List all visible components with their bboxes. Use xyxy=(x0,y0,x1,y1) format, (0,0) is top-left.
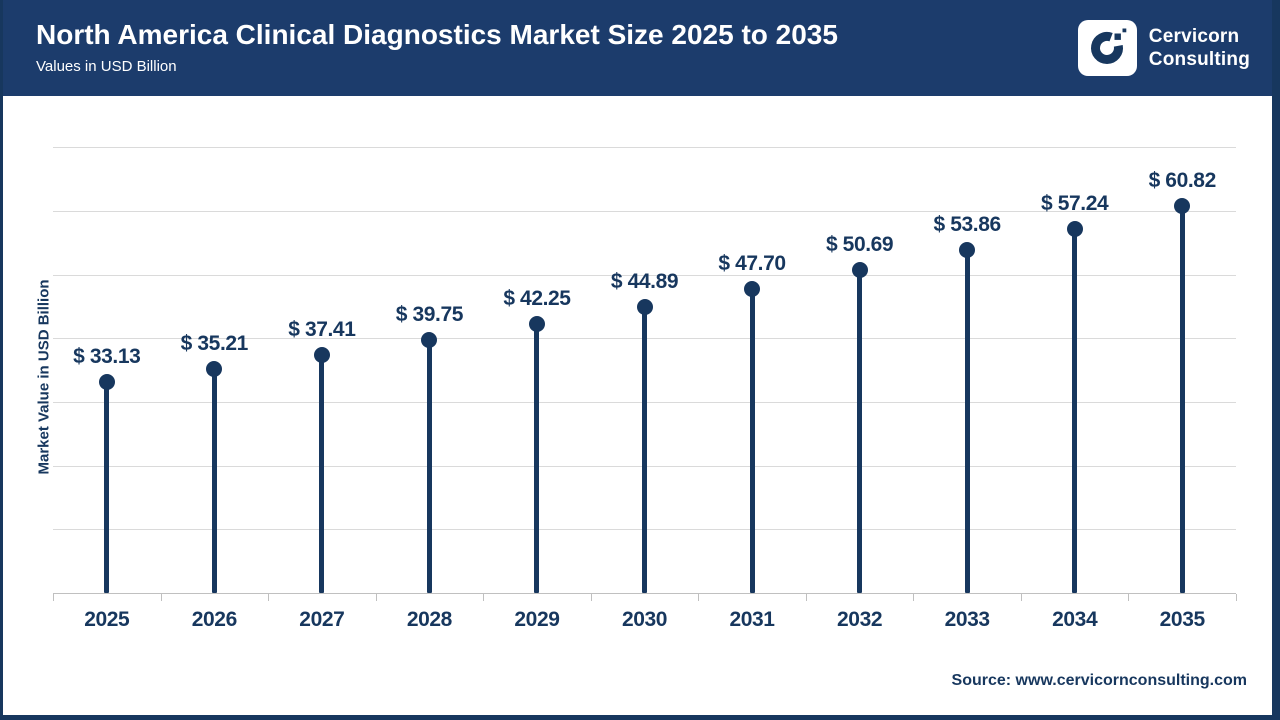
value-label: $ 44.89 xyxy=(610,270,679,294)
x-axis-label: 2027 xyxy=(299,608,345,631)
x-axis-tick xyxy=(1236,594,1237,601)
value-label: $ 53.86 xyxy=(933,213,1001,237)
x-axis-tick xyxy=(483,594,485,601)
lollipop-stem xyxy=(104,382,110,593)
x-axis-tick xyxy=(698,594,700,601)
lollipop-stem xyxy=(964,250,970,593)
value-label: $ 47.70 xyxy=(718,252,786,276)
lollipop-marker xyxy=(636,299,653,316)
value-label: $ 33.13 xyxy=(73,345,141,369)
value-label: $ 60.82 xyxy=(1148,168,1217,192)
chart-title: North America Clinical Diagnostics Marke… xyxy=(36,19,838,50)
value-label: $ 50.69 xyxy=(825,233,894,257)
x-axis-tick xyxy=(375,594,377,601)
x-axis-label: 2032 xyxy=(837,608,883,631)
x-axis-label: 2033 xyxy=(944,608,991,631)
lollipop-stem xyxy=(534,324,540,593)
cervicorn-logo-icon xyxy=(1077,20,1137,76)
chart-subtitle: Values in USD Billion xyxy=(36,57,177,75)
gridline xyxy=(53,274,1236,276)
x-axis-tick xyxy=(913,594,915,601)
x-axis-label: 2034 xyxy=(1052,608,1098,631)
header-titles: North America Clinical Diagnostics Marke… xyxy=(36,18,838,75)
x-axis-line xyxy=(53,593,1236,594)
gridline xyxy=(53,211,1236,213)
value-label: $ 57.24 xyxy=(1041,191,1109,215)
value-label: $ 42.25 xyxy=(503,287,571,311)
brand-name-line2: Consulting xyxy=(1148,49,1250,70)
lollipop-stem xyxy=(426,339,432,593)
x-axis-label: 2031 xyxy=(729,608,775,631)
y-axis-title: Market Value in USD Billion xyxy=(35,279,53,475)
x-axis-label: 2026 xyxy=(191,608,238,631)
lollipop-marker xyxy=(744,281,761,298)
source-note: Source: www.cervicornconsulting.com xyxy=(951,672,1247,689)
x-axis-tick xyxy=(1128,594,1130,601)
x-axis-tick xyxy=(53,594,54,601)
lollipop-stem xyxy=(319,354,325,593)
x-axis-label: 2025 xyxy=(84,608,130,631)
x-axis-tick xyxy=(805,594,807,601)
lollipop-marker xyxy=(206,360,223,377)
brand-name-line1: Cervicorn xyxy=(1148,25,1240,47)
header: North America Clinical Diagnostics Marke… xyxy=(3,0,1272,96)
lollipop-marker xyxy=(959,242,976,259)
brand-logo: Cervicorn Consulting xyxy=(1077,20,1250,76)
x-axis-label: 2030 xyxy=(621,608,668,631)
x-axis-label: 2035 xyxy=(1159,608,1206,631)
gridline xyxy=(53,147,1236,149)
lollipop-stem xyxy=(749,289,755,593)
lollipop-stem xyxy=(1072,228,1078,593)
x-axis-label: 2029 xyxy=(514,608,560,631)
lollipop-marker xyxy=(528,316,545,333)
lollipop-stem xyxy=(857,270,863,593)
lollipop-marker xyxy=(1174,197,1191,214)
lollipop-marker xyxy=(98,374,115,391)
lollipop-marker xyxy=(851,262,868,279)
lollipop-marker xyxy=(1066,220,1083,237)
value-label: $ 39.75 xyxy=(395,302,464,326)
x-axis-tick xyxy=(160,594,162,601)
brand-name: Cervicorn Consulting xyxy=(1149,25,1250,71)
x-axis-tick xyxy=(1020,594,1022,601)
x-axis-tick xyxy=(268,594,270,601)
lollipop-marker xyxy=(421,331,438,348)
x-axis-label: 2028 xyxy=(406,608,453,631)
lollipop-stem xyxy=(211,368,217,593)
value-label: $ 37.41 xyxy=(288,317,356,341)
lollipop-chart: Market Value in USD Billion $ 33.13 2025 $… xyxy=(3,0,1272,715)
lollipop-stem xyxy=(1179,205,1185,593)
lollipop-marker xyxy=(313,346,330,363)
value-label: $ 35.21 xyxy=(180,331,249,355)
lollipop-stem xyxy=(642,307,647,593)
x-axis-tick xyxy=(590,594,592,601)
